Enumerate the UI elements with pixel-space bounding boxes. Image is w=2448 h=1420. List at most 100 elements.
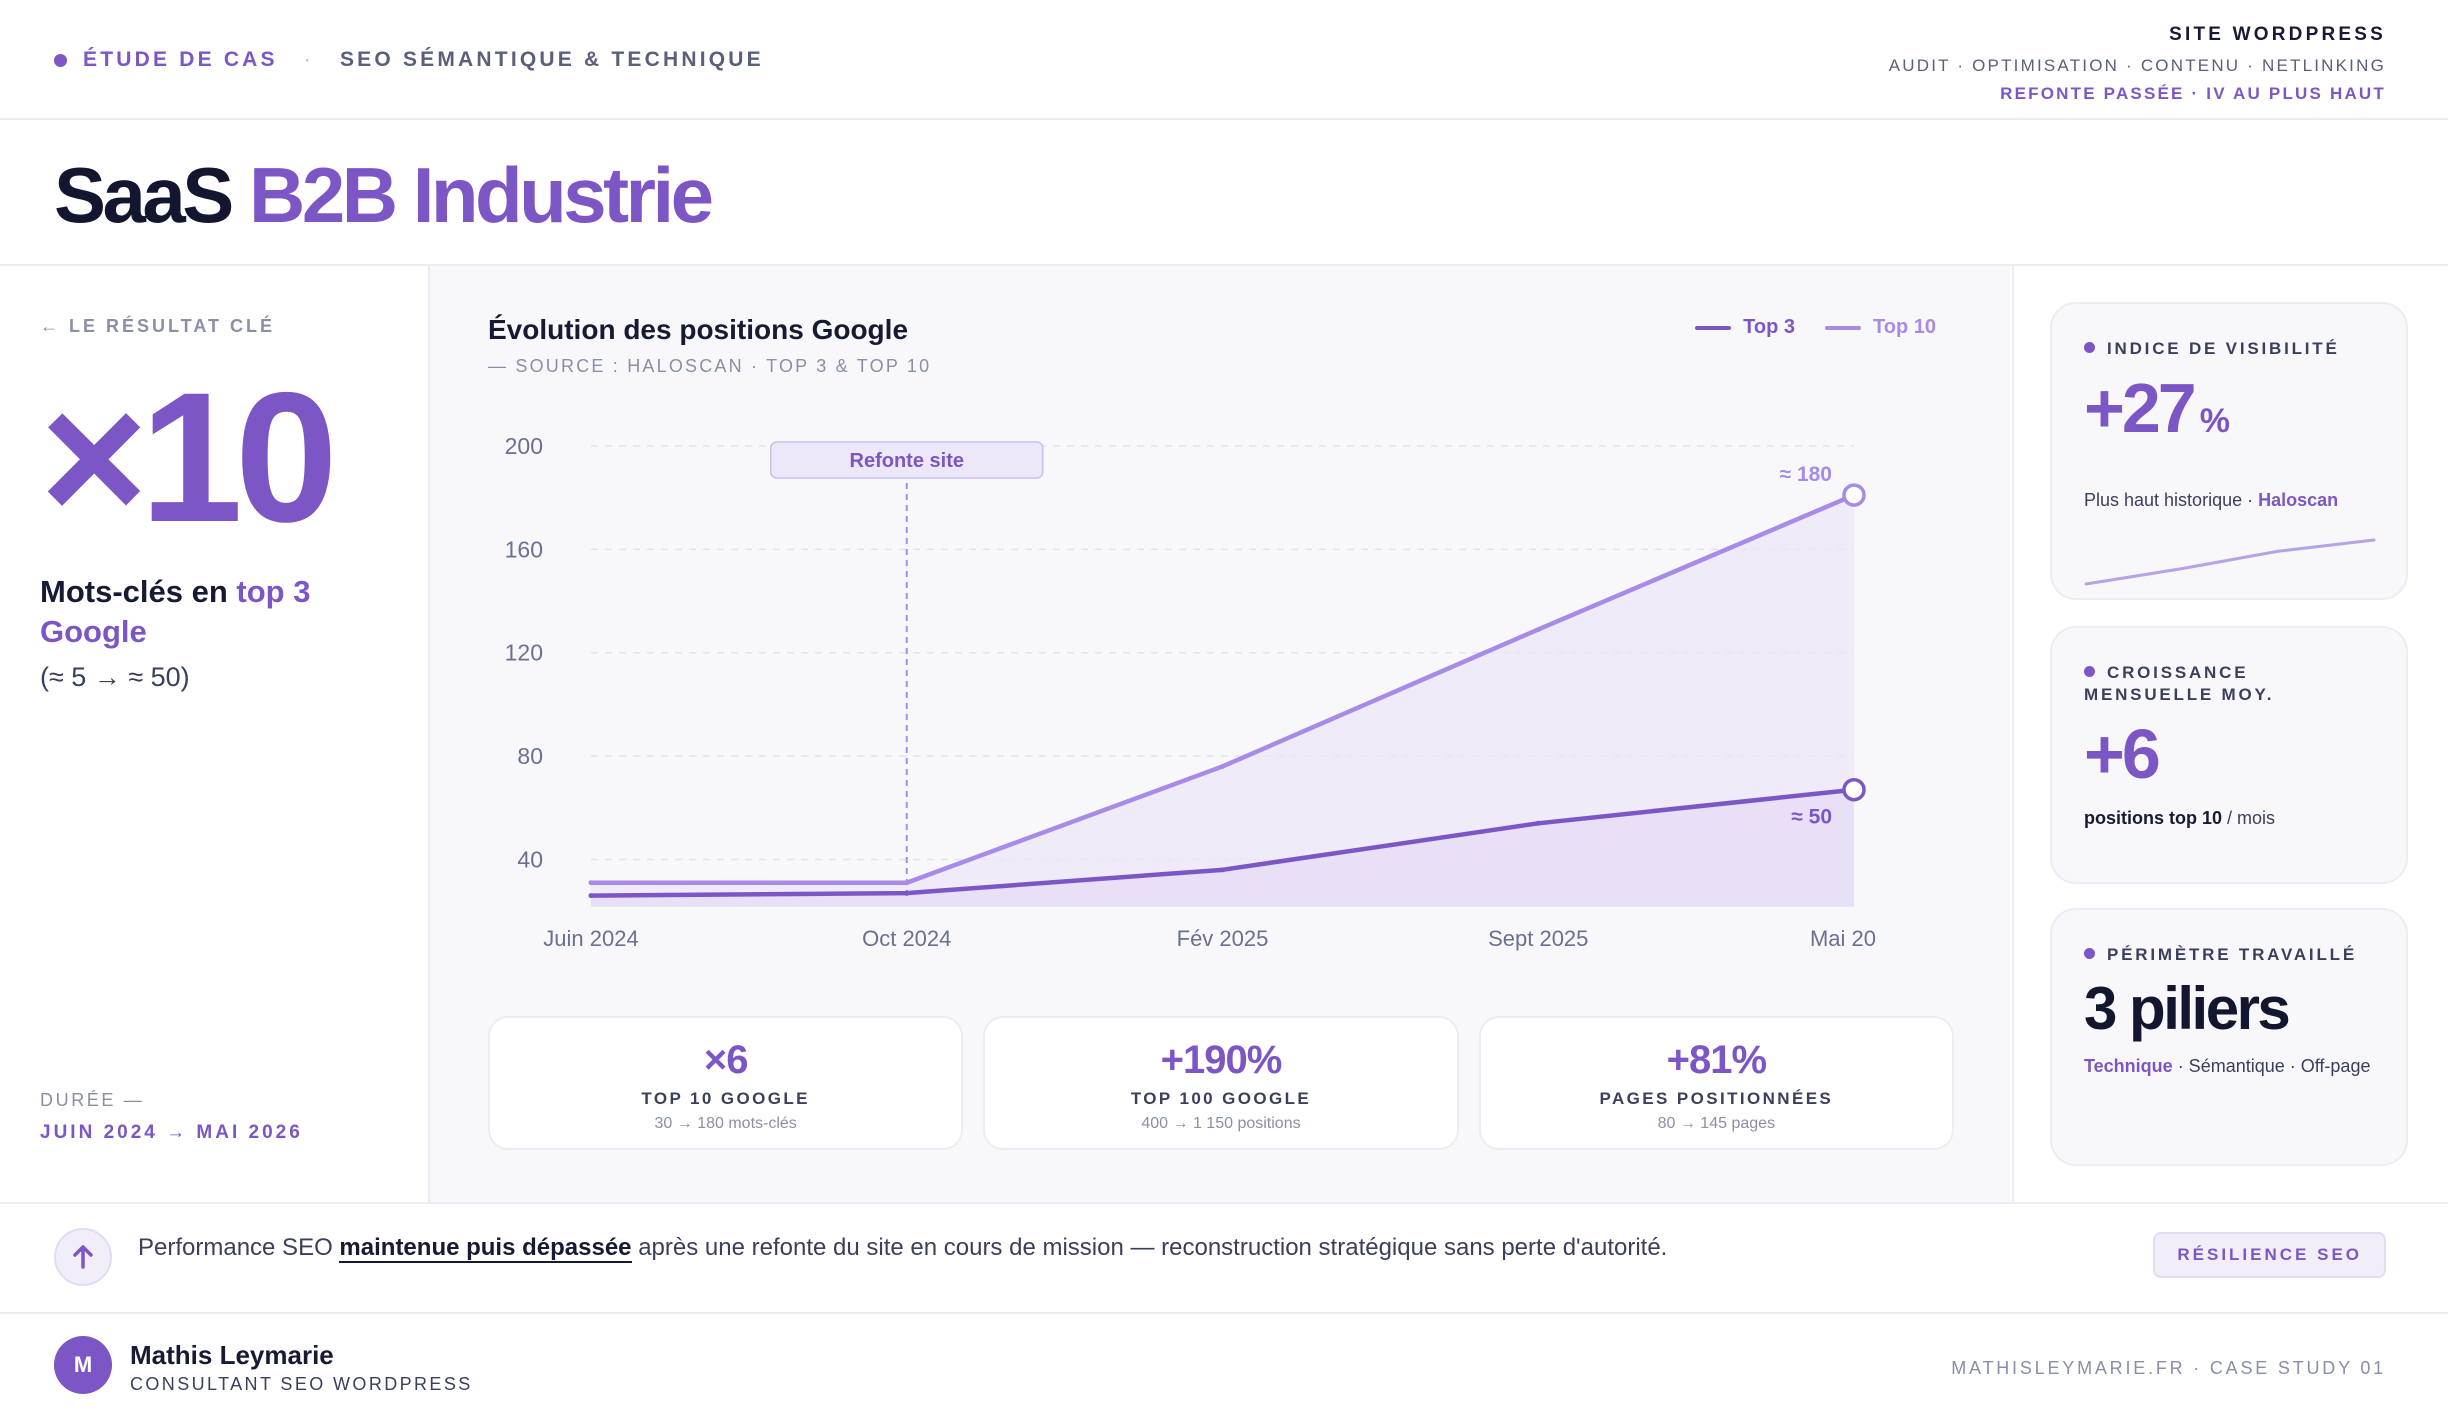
kpi-label: INDICE DE VISIBILITÉ xyxy=(2084,338,2340,360)
kpi-value: +27% xyxy=(2084,368,2230,448)
kpi-card-scope: PÉRIMÈTRE TRAVAILLÉ 3 piliers Technique … xyxy=(2050,908,2408,1166)
author-name: Mathis Leymarie xyxy=(130,1340,334,1370)
eyebrow-label: ÉTUDE DE CAS xyxy=(83,48,278,71)
highlights: REFONTE PASSÉE · IV AU PLUS HAUT xyxy=(2000,84,2386,103)
kpi-value: 3 piliers xyxy=(2084,975,2291,1042)
kpi-card-visibility: INDICE DE VISIBILITÉ +27% Plus haut hist… xyxy=(2050,302,2408,600)
x-tick-label: Oct 2024 xyxy=(862,926,951,951)
kpi-desc-highlight: Technique xyxy=(2084,1056,2173,1076)
stat-value: +81% xyxy=(1666,1038,1767,1082)
stat-label: PAGES POSITIONNÉES xyxy=(1599,1089,1834,1108)
kpi-desc-text: · Sémantique · Off-page xyxy=(2172,1056,2371,1076)
chart-title: Évolution des positions Google xyxy=(488,314,909,345)
area-top10 xyxy=(591,495,1854,906)
kpi-label: CROISSANCE MENSUELLE MOY. xyxy=(2084,662,2384,706)
x-tick-label: Sept 2025 xyxy=(1488,926,1588,951)
resilience-badge: RÉSILIENCE SEO xyxy=(2153,1232,2386,1278)
legend-label-top10: Top 10 xyxy=(1873,316,1936,338)
insight-text-c: après une refonte du site en cours de mi… xyxy=(631,1234,1668,1261)
eyebrow-subtitle: SEO SÉMANTIQUE & TECHNIQUE xyxy=(339,48,764,71)
chart-lines xyxy=(588,483,1866,899)
insight-text-a: Performance SEO xyxy=(138,1234,340,1261)
services-list: AUDIT · OPTIMISATION · CONTENU · NETLINK… xyxy=(1888,56,2386,75)
title-part-2: B2B Industrie xyxy=(248,151,714,239)
kpi-desc: positions top 10 / mois xyxy=(2084,808,2384,829)
header-right: SITE WORDPRESS AUDIT · OPTIMISATION · CO… xyxy=(1889,24,2386,104)
stat-value: +190% xyxy=(1160,1038,1283,1082)
data-point-top10 xyxy=(1220,763,1225,769)
legend-label-top3: Top 3 xyxy=(1743,316,1796,338)
kpi-desc-text: Plus haut historique · xyxy=(2084,490,2259,510)
kpi-desc-strong: positions top 10 xyxy=(2084,808,2223,828)
legend-item-top10: Top 10 xyxy=(1825,316,1936,339)
eyebrow-separator: · xyxy=(303,48,314,71)
insight-text: Performance SEO maintenue puis dépassée … xyxy=(138,1234,1668,1263)
key-result-panel: ← LE RÉSULTAT CLÉ ×10 Mots-clés en top 3… xyxy=(0,266,430,1202)
author-role: CONSULTANT SEO WORDPRESS xyxy=(130,1374,473,1394)
stat-label: TOP 10 GOOGLE xyxy=(641,1089,810,1108)
footer-reference: MATHISLEYMARIE.FR · CASE STUDY 01 xyxy=(1951,1358,2386,1378)
header: ÉTUDE DE CAS · SEO SÉMANTIQUE & TECHNIQU… xyxy=(0,0,2448,120)
refonte-marker-label: Refonte site xyxy=(850,450,964,472)
site-type: SITE WORDPRESS xyxy=(2169,24,2386,45)
chart-areas xyxy=(591,495,1854,906)
data-point-top3 xyxy=(1535,820,1541,826)
kpi-unit: % xyxy=(2199,402,2230,440)
x-tick-label: Juin 2024 xyxy=(543,926,638,951)
avatar: M xyxy=(54,1336,112,1394)
insight-bar: Performance SEO maintenue puis dépassée … xyxy=(0,1202,2448,1314)
stats-row: ×6 TOP 10 GOOGLE 30 → 180 mots-clés +190… xyxy=(488,1016,1954,1150)
stat-card-pages: +81% PAGES POSITIONNÉES 80 → 145 pages xyxy=(1478,1016,1954,1150)
legend-swatch-top3 xyxy=(1695,325,1732,330)
data-point-top3 xyxy=(904,890,910,896)
x-tick-label: Fév 2025 xyxy=(1177,926,1269,951)
kpi-label: PÉRIMÈTRE TRAVAILLÉ xyxy=(2084,944,2357,966)
key-result-caption: Mots-clés en top 3 Google xyxy=(40,572,370,652)
stat-card-top100: +190% TOP 100 GOOGLE 400 → 1 150 positio… xyxy=(983,1016,1459,1150)
caption-highlight: top 3 Google xyxy=(40,574,311,649)
y-tick-label: 120 xyxy=(505,640,543,666)
chart-annotation: Refonte site xyxy=(770,441,1044,900)
sparkline-path xyxy=(2084,538,2376,586)
legend-swatch-top10 xyxy=(1825,325,1862,330)
title-part-1: SaaS xyxy=(54,151,234,239)
data-point-top3 xyxy=(1220,867,1225,873)
y-tick-label: 200 xyxy=(505,433,543,459)
key-result-range: (≈ 5 → ≈ 50) xyxy=(40,662,190,692)
data-point-top10 xyxy=(1842,483,1866,507)
x-tick-label: Mai 20 xyxy=(1810,926,1876,951)
legend-item-top3: Top 3 xyxy=(1695,316,1795,339)
stat-value: ×6 xyxy=(703,1038,749,1082)
y-tick-label: 160 xyxy=(505,536,543,562)
kpi-desc-text: / mois xyxy=(2222,808,2276,828)
y-tick-label: 40 xyxy=(517,846,543,872)
kpi-desc: Technique · Sémantique · Off-page xyxy=(2084,1056,2374,1077)
data-point-top10 xyxy=(588,880,594,886)
visibility-sparkline xyxy=(2084,538,2376,586)
eyebrow: ÉTUDE DE CAS · SEO SÉMANTIQUE & TECHNIQU… xyxy=(54,48,764,72)
arrow-up-icon xyxy=(54,1228,112,1286)
refonte-marker-box xyxy=(770,441,1044,479)
kpi-desc-source: Haloscan xyxy=(2258,490,2339,510)
key-result-number: ×10 xyxy=(40,355,338,561)
duration-label: DURÉE — xyxy=(40,1090,145,1110)
data-point-top3 xyxy=(1842,777,1866,802)
data-point-top10 xyxy=(1535,626,1541,632)
stat-label: TOP 100 GOOGLE xyxy=(1130,1089,1312,1108)
kpi-desc: Plus haut historique · Haloscan xyxy=(2084,490,2384,511)
area-top3 xyxy=(591,789,1854,906)
chart-labels: 40 80 120 160 200 Juin 2024 Oct 2024 Fév 2025 Se… xyxy=(505,433,1876,951)
data-point-top10 xyxy=(904,880,910,886)
y-tick-label: 80 xyxy=(517,743,543,769)
stat-sub: 30 → 180 mots-clés xyxy=(654,1115,797,1132)
chart-legend: Top 3 Top 10 xyxy=(1695,316,1936,339)
stat-card-top10: ×6 TOP 10 GOOGLE 30 → 180 mots-clés xyxy=(488,1016,964,1150)
page-title: SaaS B2B Industrie xyxy=(54,150,714,241)
key-result-label: ← LE RÉSULTAT CLÉ xyxy=(40,316,275,336)
end-label-top10: ≈ 180 xyxy=(1780,463,1832,486)
caption-text: Mots-clés en xyxy=(40,574,237,609)
positions-chart: Refonte site 40 80 120 160 200 Juin 2024 Oct 2… xyxy=(505,433,1876,951)
footer: M Mathis Leymarie CONSULTANT SEO WORDPRE… xyxy=(0,1312,2448,1420)
kpi-card-growth: CROISSANCE MENSUELLE MOY. +6 positions t… xyxy=(2050,626,2408,884)
